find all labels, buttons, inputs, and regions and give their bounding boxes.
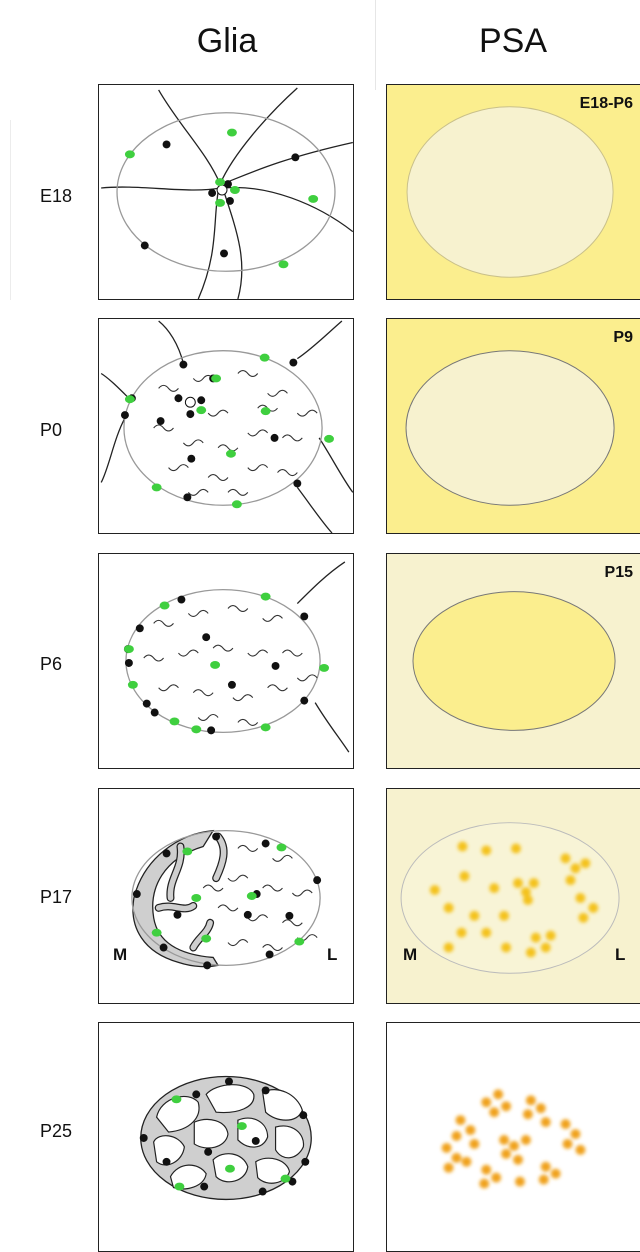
psa-stage-tag-e18-p6: E18-P6 xyxy=(579,95,633,112)
row-label-p25: P25 xyxy=(40,1121,73,1141)
psa-p17-medial-label: M xyxy=(403,945,418,964)
glia-panel-e18 xyxy=(98,84,354,300)
psa-column-title: PSA xyxy=(478,22,548,60)
psa-p9-drawing xyxy=(405,350,615,506)
glia-column-title: Glia xyxy=(196,22,258,60)
psa-panel-e18-p6: E18-P6 xyxy=(386,84,640,300)
psa-stage-tag-p9: P9 xyxy=(613,329,633,346)
glia-p0-drawing xyxy=(100,320,353,533)
psa-panel-p9: P9 xyxy=(386,318,640,534)
psa-p25-drawing xyxy=(441,1089,586,1189)
glia-panel-p25 xyxy=(98,1022,354,1252)
row-label-e18: E18 xyxy=(40,186,73,206)
glia-e18-drawing xyxy=(101,87,353,299)
psa-p17-drawing xyxy=(400,822,620,974)
glia-p6-drawing xyxy=(123,561,350,753)
psa-stage-tag-p15: P15 xyxy=(604,564,633,581)
row-label-p17: P17 xyxy=(40,887,73,907)
glia-panel-p0 xyxy=(98,318,354,534)
glia-p25-drawing xyxy=(139,1075,312,1201)
glia-panel-p17: M L xyxy=(98,788,354,1004)
psa-panel-p25 xyxy=(386,1022,640,1252)
glia-p17-medial-label: M xyxy=(113,945,128,964)
psa-p15-drawing xyxy=(412,591,616,731)
glia-p17-drawing xyxy=(131,829,322,970)
left-edge-line xyxy=(10,120,11,300)
row-label-p6: P6 xyxy=(40,654,63,674)
psa-panel-p17: M L xyxy=(386,788,640,1004)
column-divider xyxy=(375,0,376,90)
glia-p17-lateral-label: L xyxy=(327,945,338,964)
psa-panel-p15: P15 xyxy=(386,553,640,769)
psa-p17-lateral-label: L xyxy=(615,945,626,964)
psa-e18-p6-drawing xyxy=(406,106,614,278)
row-label-p0: P0 xyxy=(40,420,63,440)
glia-panel-p6 xyxy=(98,553,354,769)
